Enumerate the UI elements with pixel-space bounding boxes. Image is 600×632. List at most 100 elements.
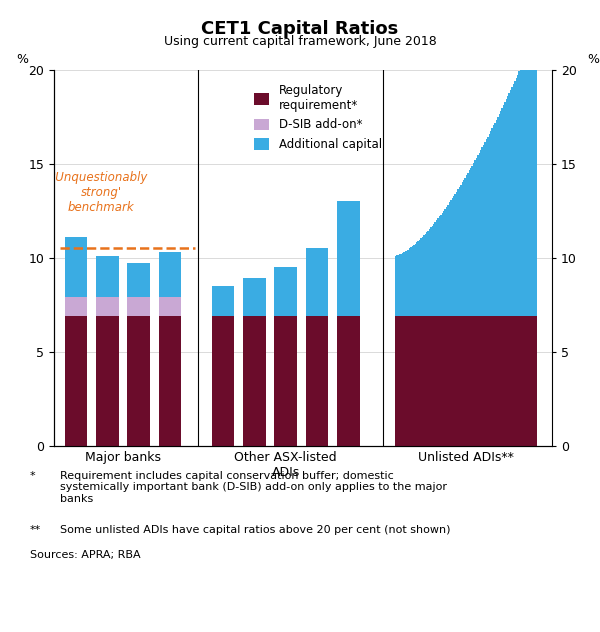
Bar (96, 297, 119, 316)
Bar (466, 175, 467, 316)
Bar (274, 267, 297, 316)
Bar (423, 316, 425, 446)
Bar (483, 145, 484, 316)
Bar (243, 316, 266, 446)
Bar (96, 256, 119, 297)
Bar (488, 316, 490, 446)
Bar (524, 70, 526, 316)
Bar (480, 316, 482, 446)
Bar (433, 316, 434, 446)
Bar (515, 316, 517, 446)
Bar (496, 120, 497, 316)
Bar (494, 316, 496, 446)
Bar (403, 252, 405, 316)
Bar (476, 158, 478, 316)
Bar (503, 316, 505, 446)
Bar (511, 87, 513, 316)
Bar (486, 316, 487, 446)
Bar (412, 246, 413, 316)
Bar (473, 316, 475, 446)
Bar (517, 75, 518, 316)
Bar (404, 316, 406, 446)
Bar (419, 240, 421, 316)
Bar (422, 237, 423, 316)
Bar (407, 316, 409, 446)
Bar (409, 316, 410, 446)
Bar (127, 263, 150, 297)
Bar (481, 316, 483, 446)
Bar (443, 316, 445, 446)
Bar (508, 93, 510, 316)
Bar (479, 153, 480, 316)
Bar (416, 316, 418, 446)
Bar (407, 250, 409, 316)
Bar (127, 297, 150, 316)
Bar (483, 316, 484, 446)
Bar (399, 316, 400, 446)
Bar (437, 218, 439, 316)
Bar (452, 316, 453, 446)
Bar (404, 252, 406, 316)
Bar (337, 316, 359, 446)
Bar (458, 316, 460, 446)
Bar (406, 250, 407, 316)
Bar (425, 234, 426, 316)
Bar (472, 316, 473, 446)
Bar (410, 316, 412, 446)
Bar (413, 245, 415, 316)
Bar (472, 166, 473, 316)
Bar (439, 216, 440, 316)
Text: Using current capital framework, June 2018: Using current capital framework, June 20… (164, 35, 436, 49)
Bar (513, 316, 514, 446)
Bar (484, 142, 486, 316)
Bar (484, 316, 486, 446)
Bar (497, 316, 499, 446)
Bar (158, 252, 181, 297)
Bar (420, 238, 422, 316)
Bar (427, 231, 429, 316)
Bar (450, 316, 452, 446)
Bar (402, 253, 403, 316)
Bar (445, 316, 446, 446)
Bar (533, 316, 534, 446)
Bar (502, 316, 503, 446)
Bar (526, 70, 527, 316)
Bar (490, 131, 491, 316)
Bar (463, 180, 464, 316)
Bar (521, 316, 523, 446)
Bar (436, 316, 437, 446)
Bar (440, 316, 442, 446)
Bar (397, 255, 399, 316)
Bar (440, 214, 442, 316)
Bar (527, 316, 529, 446)
Text: Requirement includes capital conservation buffer; domestic
systemically importan: Requirement includes capital conservatio… (60, 471, 447, 504)
Bar (504, 102, 506, 316)
Bar (508, 316, 510, 446)
Bar (212, 286, 235, 316)
Bar (497, 117, 499, 316)
Bar (443, 210, 445, 316)
Bar (486, 140, 487, 316)
Bar (65, 237, 87, 297)
Bar (406, 316, 407, 446)
Bar (419, 316, 421, 446)
Bar (469, 316, 470, 446)
Bar (158, 297, 181, 316)
Bar (426, 316, 428, 446)
Text: Some unlisted ADIs have capital ratios above 20 per cent (not shown): Some unlisted ADIs have capital ratios a… (60, 525, 451, 535)
Bar (431, 316, 433, 446)
Bar (431, 226, 433, 316)
Bar (439, 316, 440, 446)
Bar (454, 316, 456, 446)
Bar (510, 90, 512, 316)
Bar (212, 316, 235, 446)
Bar (446, 316, 448, 446)
Bar (503, 105, 505, 316)
Bar (454, 194, 456, 316)
Bar (466, 316, 467, 446)
Bar (514, 81, 516, 316)
Bar (534, 316, 536, 446)
Bar (480, 150, 482, 316)
Bar (442, 316, 443, 446)
Bar (337, 201, 359, 316)
